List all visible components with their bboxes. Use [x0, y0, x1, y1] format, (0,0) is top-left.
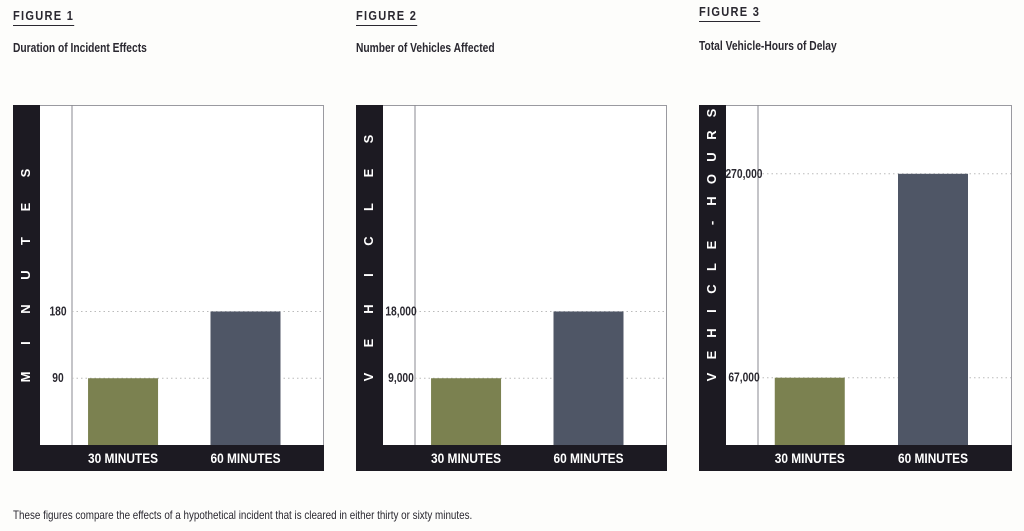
y-axis-label-letter: I	[361, 273, 376, 277]
y-axis-label-letter: H	[704, 196, 719, 205]
y-tick-label: 67,000	[728, 372, 759, 385]
y-tick-label: 18,000	[385, 306, 416, 319]
bar-30-minutes	[431, 378, 502, 445]
figure-3: FIGURE 3 Total Vehicle-Hours of Delay V E…	[699, 0, 1012, 480]
y-axis-label-letter: M	[18, 372, 33, 383]
y-axis-label-letter: H	[704, 328, 719, 337]
chart-1: M I N U T E S 90 180 30 MINUTES 60 MINUTES	[13, 105, 324, 471]
y-axis-label-letter: V	[704, 372, 719, 381]
figure-label: FIGURE 3	[699, 4, 761, 22]
x-tick-label: 30 MINUTES	[775, 450, 845, 466]
y-axis-label-letter: L	[361, 203, 376, 211]
figure-label: FIGURE 1	[13, 8, 75, 26]
y-axis-label-letter: I	[18, 341, 33, 345]
chart-title: Duration of Incident Effects	[13, 41, 147, 55]
x-axis-band	[356, 445, 667, 471]
y-axis-label-letter: E	[704, 240, 719, 249]
y-axis-label-letter: L	[704, 263, 719, 271]
y-axis-label-letter: E	[18, 202, 33, 211]
chart-3: V E H I C L E - H O U R S 67,000 270,000 30 MINUTES 60 M…	[699, 105, 1012, 471]
y-axis-label-letter: E	[704, 350, 719, 359]
chart-title: Number of Vehicles Affected	[356, 41, 495, 55]
y-axis-label-letter: S	[704, 108, 719, 117]
y-axis-band	[699, 105, 726, 471]
caption: These figures compare the effects of a h…	[13, 508, 473, 522]
y-axis-label-letter: E	[361, 168, 376, 177]
chart-title: Total Vehicle-Hours of Delay	[699, 39, 837, 53]
bar-60-minutes	[898, 173, 968, 446]
y-tick-label: 180	[49, 306, 66, 319]
x-tick-label: 60 MINUTES	[553, 450, 623, 466]
y-axis-label-letter: S	[361, 134, 376, 143]
bar-60-minutes	[553, 311, 624, 445]
y-axis-label-letter: U	[704, 152, 719, 161]
bar-60-minutes	[210, 311, 281, 445]
x-tick-label: 60 MINUTES	[210, 450, 280, 466]
bar-30-minutes	[88, 378, 159, 445]
y-axis-label-letter: E	[361, 338, 376, 347]
y-axis-label-letter: O	[704, 174, 719, 184]
y-axis-band	[356, 105, 383, 471]
y-axis-label-letter: U	[18, 270, 33, 279]
y-axis-label-letter: -	[704, 221, 719, 225]
x-tick-label: 30 MINUTES	[88, 450, 158, 466]
x-axis-band	[699, 445, 1012, 471]
y-axis-label-letter: S	[18, 168, 33, 177]
figure-label: FIGURE 2	[356, 8, 418, 26]
y-tick-label: 90	[52, 372, 63, 385]
y-axis-label-letter: V	[361, 372, 376, 381]
y-axis-label-letter: R	[704, 130, 719, 140]
y-tick-label: 9,000	[388, 372, 414, 385]
x-tick-label: 30 MINUTES	[431, 450, 501, 466]
figure-2: FIGURE 2 Number of Vehicles Affected V E H…	[356, 0, 668, 480]
bar-30-minutes	[774, 377, 845, 445]
x-axis-band	[13, 445, 324, 471]
y-axis-label-letter: I	[704, 309, 719, 313]
y-axis-label-letter: N	[18, 304, 33, 313]
figure-1: FIGURE 1 Duration of Incident Effects M I…	[13, 0, 325, 480]
y-axis-label-letter: T	[18, 237, 33, 245]
y-axis-label-letter: C	[361, 236, 376, 246]
y-axis-label-letter: H	[361, 304, 376, 313]
y-axis-label-letter: C	[704, 284, 719, 294]
y-tick-label: 270,000	[725, 168, 762, 181]
y-axis-band	[13, 105, 40, 471]
x-tick-label: 60 MINUTES	[898, 450, 968, 466]
chart-2: V E H I C L E S 9,000 18,000 30 MINUTES 60 MINUTES	[356, 105, 667, 471]
